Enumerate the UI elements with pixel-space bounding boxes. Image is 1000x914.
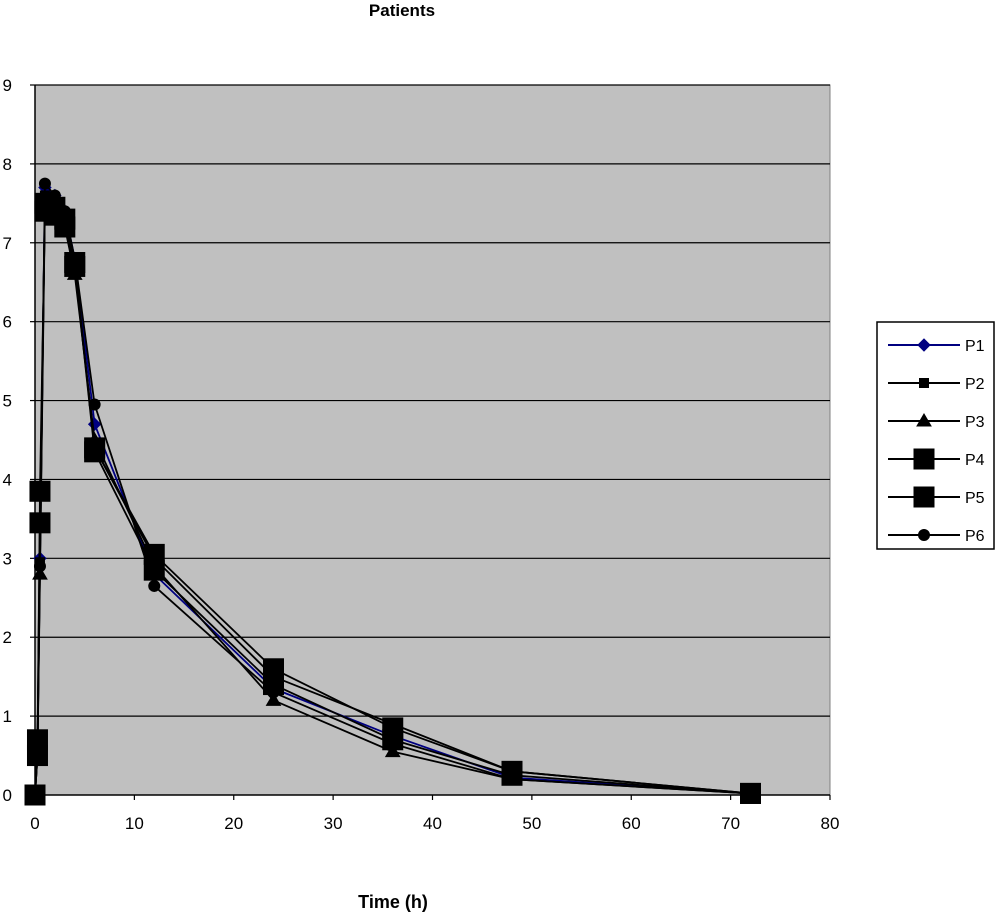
legend-label: P3 bbox=[965, 414, 985, 431]
legend-marker bbox=[919, 378, 929, 388]
data-point bbox=[384, 743, 401, 758]
legend-marker bbox=[916, 413, 932, 427]
legend-item-p4: P4 bbox=[888, 448, 985, 470]
x-tick-label: 20 bbox=[224, 814, 243, 833]
y-tick-label: 2 bbox=[3, 628, 12, 647]
y-tick-label: 3 bbox=[3, 549, 12, 568]
data-point bbox=[744, 787, 757, 800]
y-tick-labels: 0 1 2 3 4 5 6 7 8 9 bbox=[3, 76, 12, 805]
data-point bbox=[84, 441, 106, 463]
series-group bbox=[24, 177, 761, 806]
x-tick-label: 10 bbox=[125, 814, 144, 833]
data-point bbox=[33, 560, 46, 573]
x-tick-label: 30 bbox=[324, 814, 343, 833]
y-tick-label: 0 bbox=[3, 786, 12, 805]
x-tick-label: 50 bbox=[522, 814, 541, 833]
legend-label: P1 bbox=[965, 338, 985, 355]
y-tick-label: 5 bbox=[3, 392, 12, 411]
x-tick-label: 0 bbox=[30, 814, 39, 833]
x-tick-labels: 0 10 20 30 40 50 60 70 80 bbox=[30, 814, 839, 833]
y-tick-label: 6 bbox=[3, 313, 12, 332]
legend-item-p3: P3 bbox=[888, 413, 985, 431]
legend-label: P2 bbox=[965, 376, 985, 393]
x-tick-label: 60 bbox=[622, 814, 641, 833]
data-point bbox=[267, 686, 280, 699]
data-point bbox=[54, 216, 76, 238]
data-point bbox=[265, 692, 282, 706]
data-point bbox=[68, 252, 81, 265]
legend-label: P5 bbox=[965, 490, 985, 507]
y-tick-label: 7 bbox=[3, 234, 12, 253]
legend-item-p6: P6 bbox=[888, 528, 985, 545]
data-point bbox=[58, 205, 71, 218]
x-tick-label: 40 bbox=[423, 814, 442, 833]
y-tick-label: 4 bbox=[3, 470, 12, 489]
legend-marker bbox=[913, 486, 935, 508]
data-point bbox=[29, 789, 41, 801]
chart-title: Patients bbox=[369, 1, 435, 20]
data-point bbox=[48, 189, 61, 202]
plot-area bbox=[34, 84, 831, 796]
legend: P1 P2 P3 P4 P5 P6 bbox=[876, 321, 995, 550]
y-tick-label: 8 bbox=[3, 155, 12, 174]
series-p6 bbox=[29, 177, 757, 801]
y-tick-label: 9 bbox=[3, 76, 12, 95]
x-axis-label: Time (h) bbox=[358, 892, 428, 912]
legend-item-p2: P2 bbox=[888, 376, 985, 393]
legend-item-p5: P5 bbox=[888, 486, 985, 508]
legend-item-p1: P1 bbox=[888, 338, 985, 355]
legend-box bbox=[876, 321, 995, 550]
data-point bbox=[88, 398, 101, 411]
legend-marker bbox=[918, 529, 930, 541]
gridlines bbox=[35, 84, 830, 717]
legend-marker bbox=[913, 448, 935, 470]
legend-label: P4 bbox=[965, 452, 985, 469]
data-point bbox=[38, 177, 51, 190]
data-point bbox=[386, 737, 399, 750]
legend-label: P6 bbox=[965, 528, 985, 545]
data-point bbox=[148, 579, 161, 592]
data-point bbox=[506, 773, 518, 786]
x-tick-label: 70 bbox=[721, 814, 740, 833]
legend-marker bbox=[917, 338, 931, 352]
x-tick-label: 80 bbox=[821, 814, 840, 833]
data-point bbox=[31, 741, 44, 754]
y-tick-label: 1 bbox=[3, 707, 12, 726]
